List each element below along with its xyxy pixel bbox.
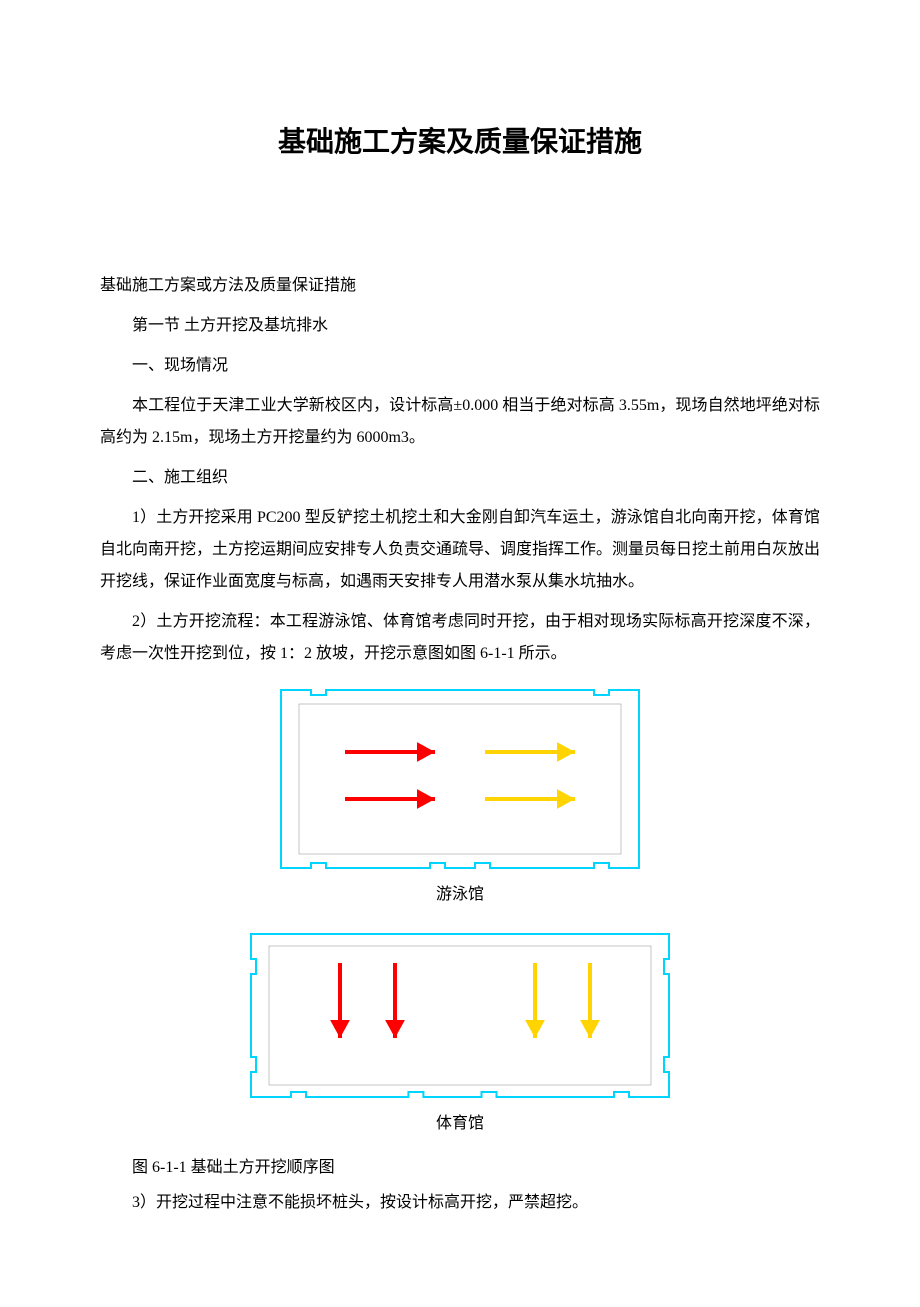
diagram-gym [245, 928, 675, 1103]
subtitle: 基础施工方案或方法及质量保证措施 [100, 270, 820, 302]
paragraph-construction-org-2: 2）土方开挖流程：本工程游泳馆、体育馆考虑同时开挖，由于相对现场实际标高开挖深度… [100, 606, 820, 670]
section-heading-1: 第一节 土方开挖及基坑排水 [100, 310, 820, 342]
diagram-pool [275, 684, 645, 874]
diagram-gym-block: 体育馆 [100, 928, 820, 1143]
paragraph-construction-org-3: 3）开挖过程中注意不能损坏桩头，按设计标高开挖，严禁超挖。 [100, 1187, 820, 1219]
diagram-pool-block: 游泳馆 [100, 684, 820, 914]
subsection-heading-2: 二、施工组织 [100, 462, 820, 494]
subsection-heading-1: 一、现场情况 [100, 350, 820, 382]
figure-caption: 图 6-1-1 基础土方开挖顺序图 [100, 1153, 820, 1177]
caption-pool: 游泳馆 [436, 880, 484, 904]
paragraph-site-situation: 本工程位于天津工业大学新校区内，设计标高±0.000 相当于绝对标高 3.55m… [100, 390, 820, 454]
document-title: 基础施工方案及质量保证措施 [100, 120, 820, 160]
paragraph-construction-org-1: 1）土方开挖采用 PC200 型反铲挖土机挖土和大金刚自卸汽车运土，游泳馆自北向… [100, 502, 820, 598]
caption-gym: 体育馆 [436, 1109, 484, 1133]
